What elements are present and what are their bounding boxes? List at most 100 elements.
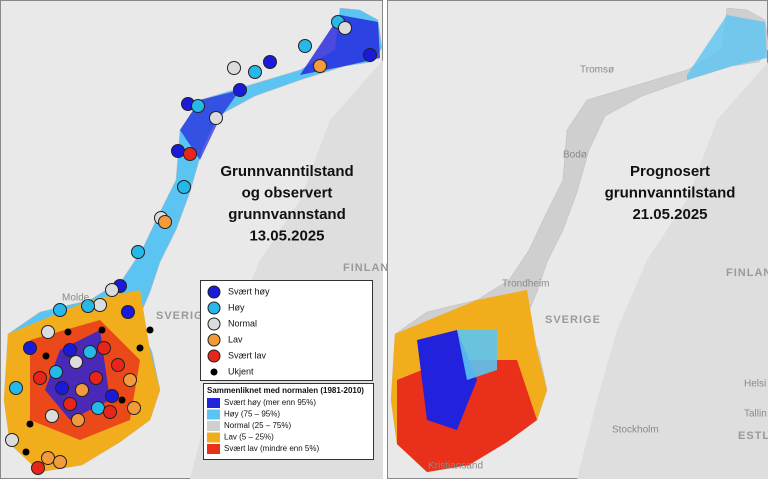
map-title: Grunnvanntilstand	[220, 163, 353, 180]
map-title: grunnvanntilstand	[605, 184, 736, 201]
place-label: Kristiansand	[428, 461, 483, 472]
legend-box	[203, 383, 374, 460]
station-marker	[53, 455, 67, 469]
station-marker	[127, 401, 141, 415]
station-marker	[55, 381, 69, 395]
station-marker	[171, 144, 185, 158]
station-marker	[177, 180, 191, 194]
station-marker	[158, 215, 172, 229]
place-label: Stockholm	[612, 425, 659, 436]
place-label: Tallin	[744, 409, 767, 420]
legend-swatch	[207, 444, 220, 454]
place-label: FINLAN	[726, 267, 768, 279]
station-marker	[131, 245, 145, 259]
station-marker	[89, 371, 103, 385]
station-marker	[33, 371, 47, 385]
station-marker	[183, 147, 197, 161]
station-marker	[313, 59, 327, 73]
zone-high	[457, 330, 497, 380]
station-marker	[136, 344, 144, 352]
legend-marker	[207, 317, 221, 331]
station-marker	[103, 405, 117, 419]
legend-heading: Sammenliknet med normalen (1981-2010)	[207, 386, 364, 395]
legend-swatch	[207, 409, 220, 420]
place-label: Trondheim	[502, 279, 549, 290]
legend-swatch	[207, 421, 220, 431]
legend-label: Høy	[228, 302, 245, 312]
station-marker	[75, 383, 89, 397]
station-marker	[22, 448, 30, 456]
legend-box	[200, 280, 373, 381]
place-label: Molde	[62, 293, 90, 304]
neighbour-land	[577, 62, 768, 479]
station-marker	[209, 111, 223, 125]
station-marker	[5, 433, 19, 447]
station-marker	[23, 341, 37, 355]
place-label: Helsi	[744, 379, 766, 390]
place-label: ESTLA	[738, 430, 768, 442]
station-marker	[31, 461, 45, 475]
station-marker	[63, 343, 77, 357]
station-marker	[49, 365, 63, 379]
legend-label: Normal	[228, 318, 257, 328]
station-marker	[105, 283, 119, 297]
station-marker	[93, 298, 107, 312]
station-marker	[338, 21, 352, 35]
station-marker	[363, 48, 377, 62]
place-label: SVERIGE	[545, 314, 601, 326]
legend-label: Ukjent	[228, 366, 254, 376]
map-title: 21.05.2025	[632, 206, 707, 223]
station-marker	[91, 401, 105, 415]
station-marker	[123, 373, 137, 387]
station-marker	[105, 389, 119, 403]
legend-marker	[207, 333, 221, 347]
legend-label: Lav	[228, 334, 243, 344]
station-marker	[263, 55, 277, 69]
station-marker	[121, 305, 135, 319]
legend-label: Lav (5 – 25%)	[224, 433, 274, 442]
station-marker	[298, 39, 312, 53]
legend-marker	[207, 349, 221, 363]
station-marker	[9, 381, 23, 395]
zone-high	[687, 15, 767, 80]
legend-marker	[207, 285, 221, 299]
legend-label: Svært høy	[228, 286, 270, 296]
place-label: Bodø	[563, 150, 587, 161]
map-title: Prognosert	[630, 163, 710, 180]
station-marker	[227, 61, 241, 75]
station-marker	[42, 352, 50, 360]
place-label: SVERIGE	[156, 310, 212, 322]
map-title: og observert	[242, 184, 333, 201]
station-marker	[191, 99, 205, 113]
station-marker	[41, 325, 55, 339]
legend-label: Svært lav	[228, 350, 267, 360]
station-marker	[71, 413, 85, 427]
legend-marker	[210, 368, 218, 376]
station-marker	[69, 355, 83, 369]
map-title: 13.05.2025	[249, 227, 324, 244]
legend-swatch	[207, 398, 220, 408]
station-marker	[233, 83, 247, 97]
legend-label: Svært høy (mer enn 95%)	[224, 398, 316, 407]
station-marker	[81, 299, 95, 313]
station-marker	[83, 345, 97, 359]
station-marker	[64, 328, 72, 336]
station-marker	[146, 326, 154, 334]
station-marker	[41, 451, 55, 465]
station-marker	[111, 358, 125, 372]
station-marker	[98, 326, 106, 334]
station-marker	[26, 420, 34, 428]
place-label: FINLAN	[343, 262, 389, 274]
station-marker	[63, 397, 77, 411]
legend-label: Normal (25 – 75%)	[224, 421, 291, 430]
legend-label: Svært lav (mindre enn 5%)	[224, 444, 319, 453]
legend-marker	[207, 301, 221, 315]
place-label: Tromsø	[580, 65, 614, 76]
station-marker	[97, 341, 111, 355]
map-title: grunnvannstand	[228, 206, 346, 223]
legend-label: Høy (75 – 95%)	[224, 410, 280, 419]
legend-swatch	[207, 432, 220, 443]
station-marker	[53, 303, 67, 317]
station-marker	[248, 65, 262, 79]
